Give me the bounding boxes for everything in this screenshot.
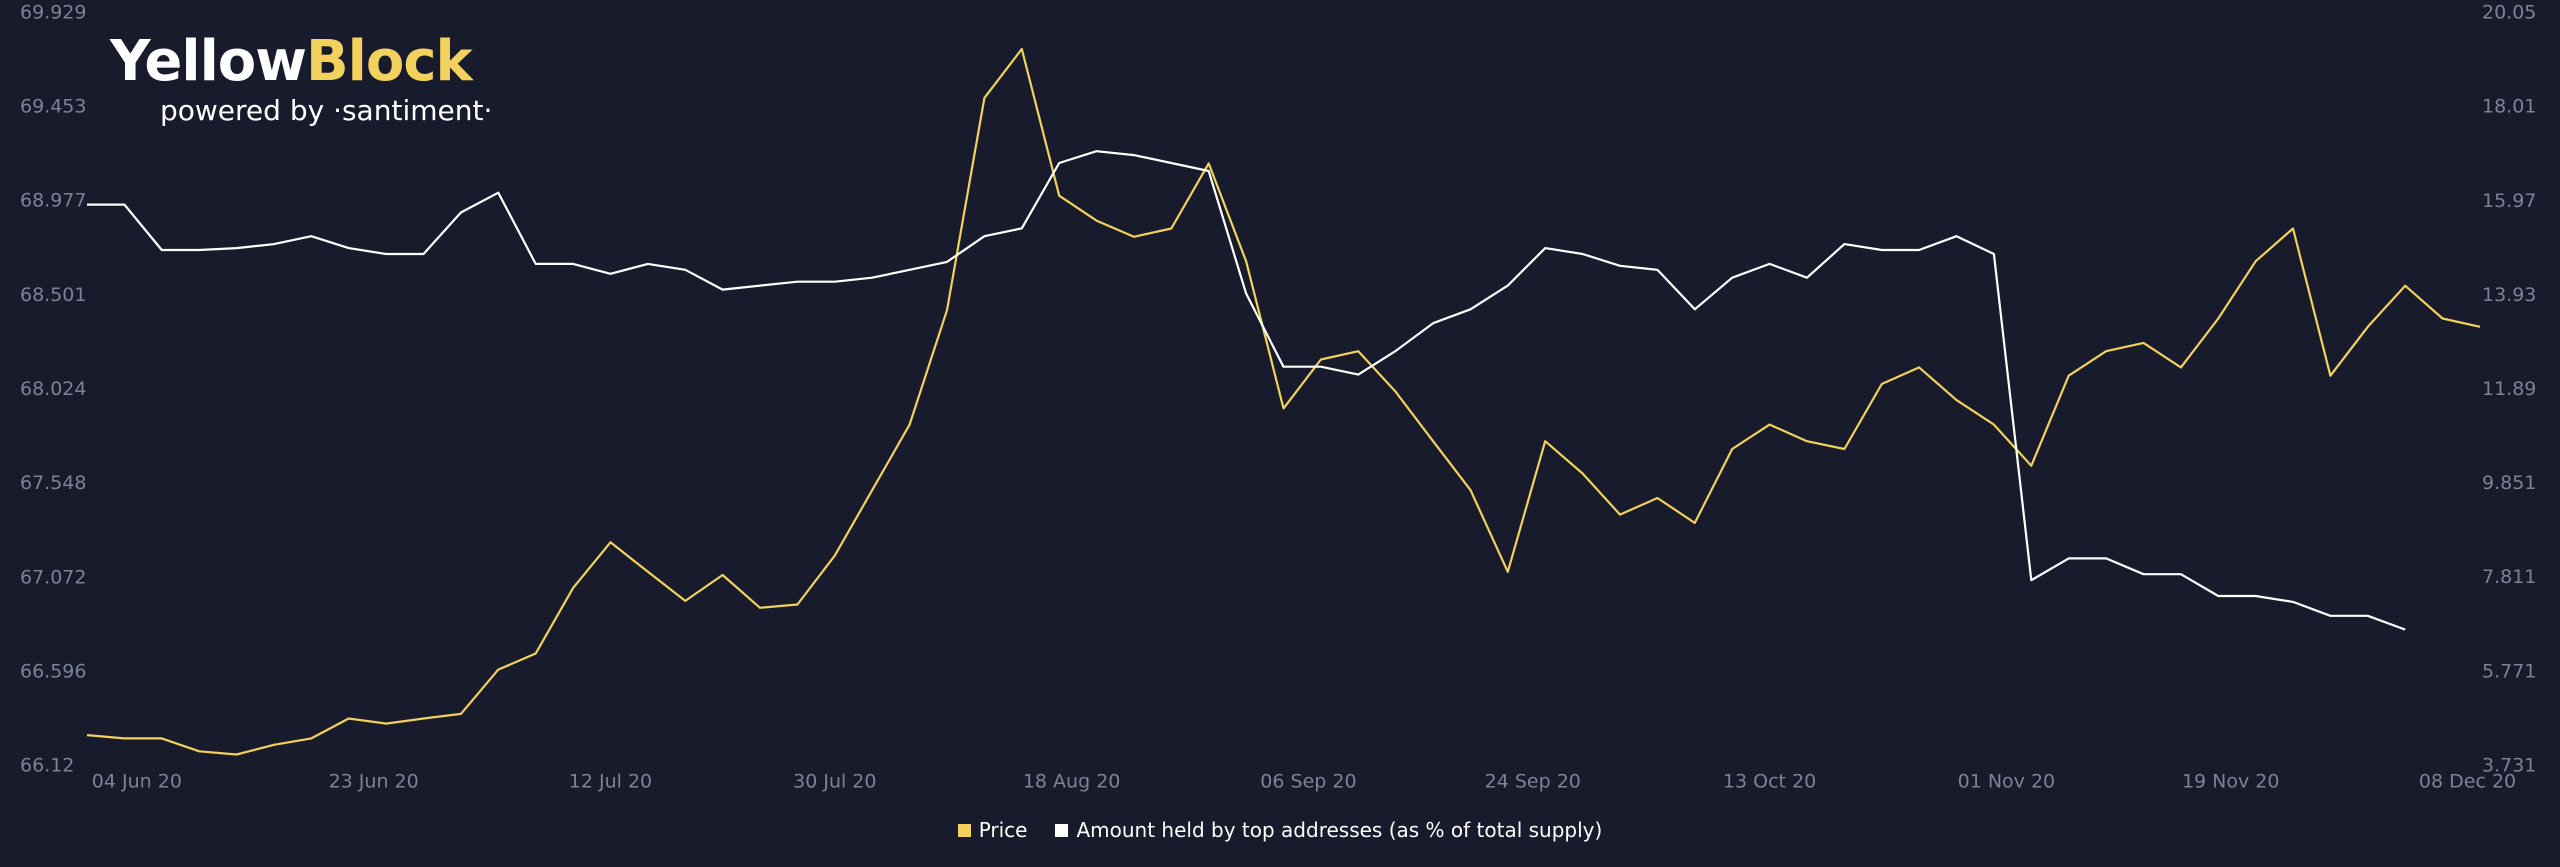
y2-tick-label: 7.811 bbox=[2482, 566, 2536, 588]
x-tick-label: 18 Aug 20 bbox=[1023, 771, 1121, 793]
series-line bbox=[86, 47, 2481, 756]
logo-name: YellowBlock bbox=[110, 30, 492, 94]
y-tick-label: 68.501 bbox=[20, 284, 86, 306]
legend-label: Price bbox=[978, 818, 1028, 842]
x-tick-label: 01 Nov 20 bbox=[1958, 771, 2056, 793]
x-tick-label: 12 Jul 20 bbox=[569, 771, 652, 793]
legend-item[interactable]: Amount held by top addresses (as % of to… bbox=[1055, 818, 1602, 842]
logo-name-main: Yellow bbox=[110, 29, 307, 94]
y2-tick-label: 9.851 bbox=[2482, 472, 2536, 494]
x-tick-label: 06 Sep 20 bbox=[1260, 771, 1356, 793]
logo-name-accent: Block bbox=[306, 29, 473, 94]
y2-tick-label: 11.89 bbox=[2482, 378, 2536, 400]
legend-swatch bbox=[1055, 823, 1069, 837]
y2-tick-label: 13.93 bbox=[2482, 284, 2536, 306]
legend-label: Amount held by top addresses (as % of to… bbox=[1076, 818, 1603, 842]
y-tick-label: 68.024 bbox=[20, 378, 86, 400]
y-tick-label: 66.12 bbox=[20, 755, 74, 777]
logo: YellowBlock powered by ·santiment· bbox=[110, 30, 492, 128]
x-tick-label: 23 Jun 20 bbox=[329, 771, 419, 793]
x-tick-label: 08 Dec 20 bbox=[2419, 771, 2516, 793]
y2-tick-label: 15.97 bbox=[2482, 190, 2536, 212]
x-tick-label: 19 Nov 20 bbox=[2182, 771, 2280, 793]
y2-tick-label: 18.01 bbox=[2482, 96, 2536, 118]
x-tick-label: 13 Oct 20 bbox=[1723, 771, 1816, 793]
y-tick-label: 66.596 bbox=[20, 660, 86, 682]
x-tick-label: 30 Jul 20 bbox=[793, 771, 876, 793]
logo-tagline: powered by ·santiment· bbox=[160, 94, 493, 127]
x-tick-label: 04 Jun 20 bbox=[92, 771, 182, 793]
y2-tick-label: 3.731 bbox=[2482, 755, 2536, 777]
y-tick-label: 67.072 bbox=[20, 566, 86, 588]
x-tick-label: 24 Sep 20 bbox=[1485, 771, 1581, 793]
y2-tick-label: 20.05 bbox=[2482, 2, 2536, 24]
y-tick-label: 69.929 bbox=[20, 2, 86, 24]
y-tick-label: 69.453 bbox=[20, 96, 86, 118]
y-tick-label: 68.977 bbox=[20, 190, 86, 212]
legend-item[interactable]: Price bbox=[957, 818, 1028, 842]
legend-swatch bbox=[957, 823, 971, 837]
y-tick-label: 67.548 bbox=[20, 472, 86, 494]
legend: Price Amount held by top addresses (as % … bbox=[0, 818, 2560, 842]
y2-tick-label: 5.771 bbox=[2482, 660, 2536, 682]
series-line bbox=[87, 150, 2406, 631]
